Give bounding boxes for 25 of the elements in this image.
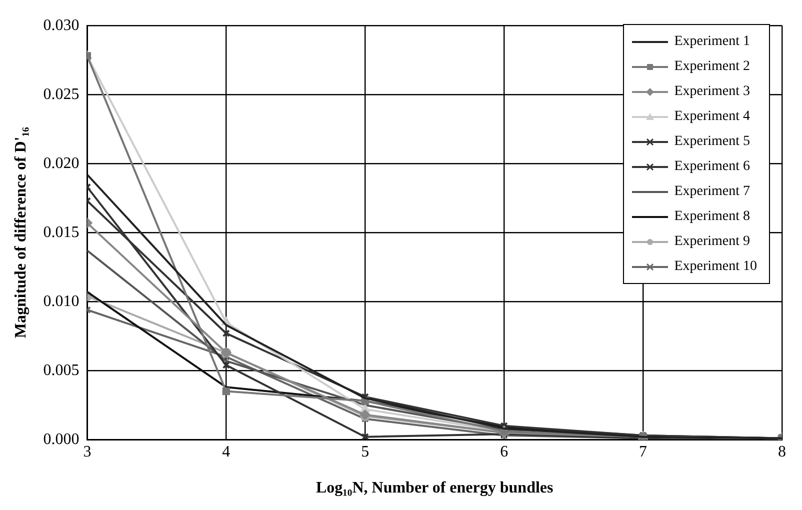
y-tick-label: 0.020 [43,154,80,172]
x-axis-title: Log₁₀N, Number of energy bundles [316,480,554,497]
legend-label: Experiment 8 [674,208,750,224]
legend-label: Experiment 4 [674,108,750,124]
legend-label: Experiment 6 [674,158,750,174]
legend-label: Experiment 1 [674,34,750,50]
y-tick-label: 0.010 [43,292,80,310]
legend-label: Experiment 2 [674,58,750,74]
y-axis-title: Magnitude of difference of D'₁₆ [12,126,30,338]
x-tick-label: 6 [500,443,508,460]
y-tick-label: 0.005 [43,362,80,379]
y-tick-label: 0.000 [43,430,80,448]
x-tick-label: 7 [639,443,648,460]
y-tick-label: 0.015 [43,224,80,241]
x-tick-label: 5 [361,443,370,460]
x-tick-label: 4 [222,443,230,460]
legend-label: Experiment 5 [674,134,750,150]
x-tick-label: 3 [83,443,92,460]
y-tick-label: 0.025 [43,86,80,103]
x-tick-label: 8 [778,443,786,460]
y-tick-label: 0.030 [43,16,80,34]
legend-label: Experiment 9 [674,234,750,250]
legend-label: Experiment 3 [674,84,750,100]
legend-label: Experiment 10 [674,258,757,274]
legend-label: Experiment 7 [674,184,750,200]
